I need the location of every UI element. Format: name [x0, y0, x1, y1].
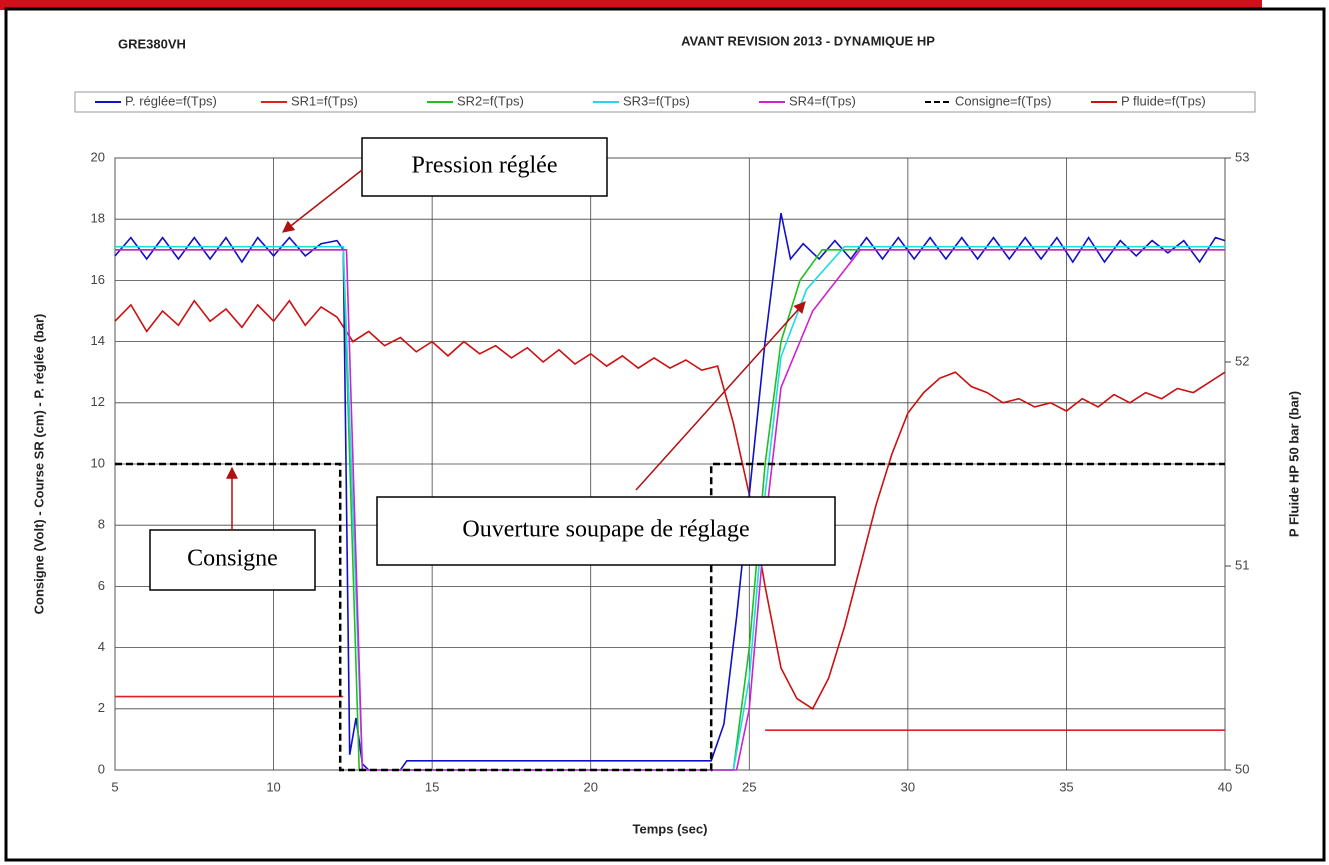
legend-label: SR1=f(Tps) — [291, 93, 358, 108]
legend-label: P. réglée=f(Tps) — [125, 93, 217, 108]
y-tick-label: 14 — [91, 333, 105, 348]
legend-label: SR3=f(Tps) — [623, 93, 690, 108]
x-tick-label: 5 — [111, 779, 118, 794]
series-line — [115, 249, 1225, 771]
series-line — [115, 462, 1225, 772]
y2-axis-label: P Fluide HP 50 bar (bar) — [1286, 391, 1301, 537]
legend-label: Consigne=f(Tps) — [955, 93, 1051, 108]
x-tick-label: 40 — [1218, 779, 1232, 794]
y2-tick-label: 51 — [1235, 557, 1249, 572]
x-tick-label: 25 — [742, 779, 756, 794]
frame — [4, 7, 1326, 862]
annotation-box — [376, 496, 836, 566]
chart-title: AVANT REVISION 2013 - DYNAMIQUE HP — [681, 33, 935, 48]
legend-label: SR4=f(Tps) — [789, 93, 856, 108]
annotation-arrow — [635, 301, 806, 491]
chart-subtitle: GRE380VH — [118, 36, 186, 51]
series-line — [115, 245, 1225, 771]
y-axis-label: Consigne (Volt) - Course SR (cm) - P. ré… — [31, 314, 46, 615]
x-axis-label: Temps (sec) — [633, 821, 708, 836]
y-tick-label: 18 — [91, 211, 105, 226]
y-tick-label: 10 — [91, 455, 105, 470]
y-tick-label: 8 — [98, 517, 105, 532]
top-bar — [0, 0, 1262, 10]
y-tick-label: 2 — [98, 700, 105, 715]
x-tick-label: 20 — [583, 779, 597, 794]
y-tick-label: 12 — [91, 394, 105, 409]
y-tick-label: 16 — [91, 272, 105, 287]
annotation-arrow — [282, 169, 363, 233]
annotation-text: Ouverture soupape de réglage — [462, 517, 749, 543]
y2-tick-label: 50 — [1235, 761, 1249, 776]
legend-label: P fluide=f(Tps) — [1121, 93, 1206, 108]
y-tick-label: 4 — [98, 639, 105, 654]
x-tick-label: 30 — [901, 779, 915, 794]
x-tick-label: 10 — [266, 779, 280, 794]
annotation-text: Consigne — [187, 546, 278, 572]
annotation-box — [361, 137, 608, 197]
legend-label: SR2=f(Tps) — [457, 93, 524, 108]
annotation-text: Pression réglée — [412, 153, 558, 179]
y-tick-label: 6 — [98, 578, 105, 593]
annotation-box — [149, 529, 316, 591]
x-tick-label: 35 — [1059, 779, 1073, 794]
legend-box — [74, 91, 1256, 113]
x-tick-label: 15 — [425, 779, 439, 794]
y-tick-label: 20 — [91, 149, 105, 164]
series-line — [114, 212, 1226, 771]
series-line — [114, 299, 1226, 710]
y2-tick-label: 53 — [1235, 149, 1249, 164]
y-tick-label: 0 — [98, 761, 105, 776]
y2-tick-label: 52 — [1235, 353, 1249, 368]
series-line — [115, 695, 1225, 731]
